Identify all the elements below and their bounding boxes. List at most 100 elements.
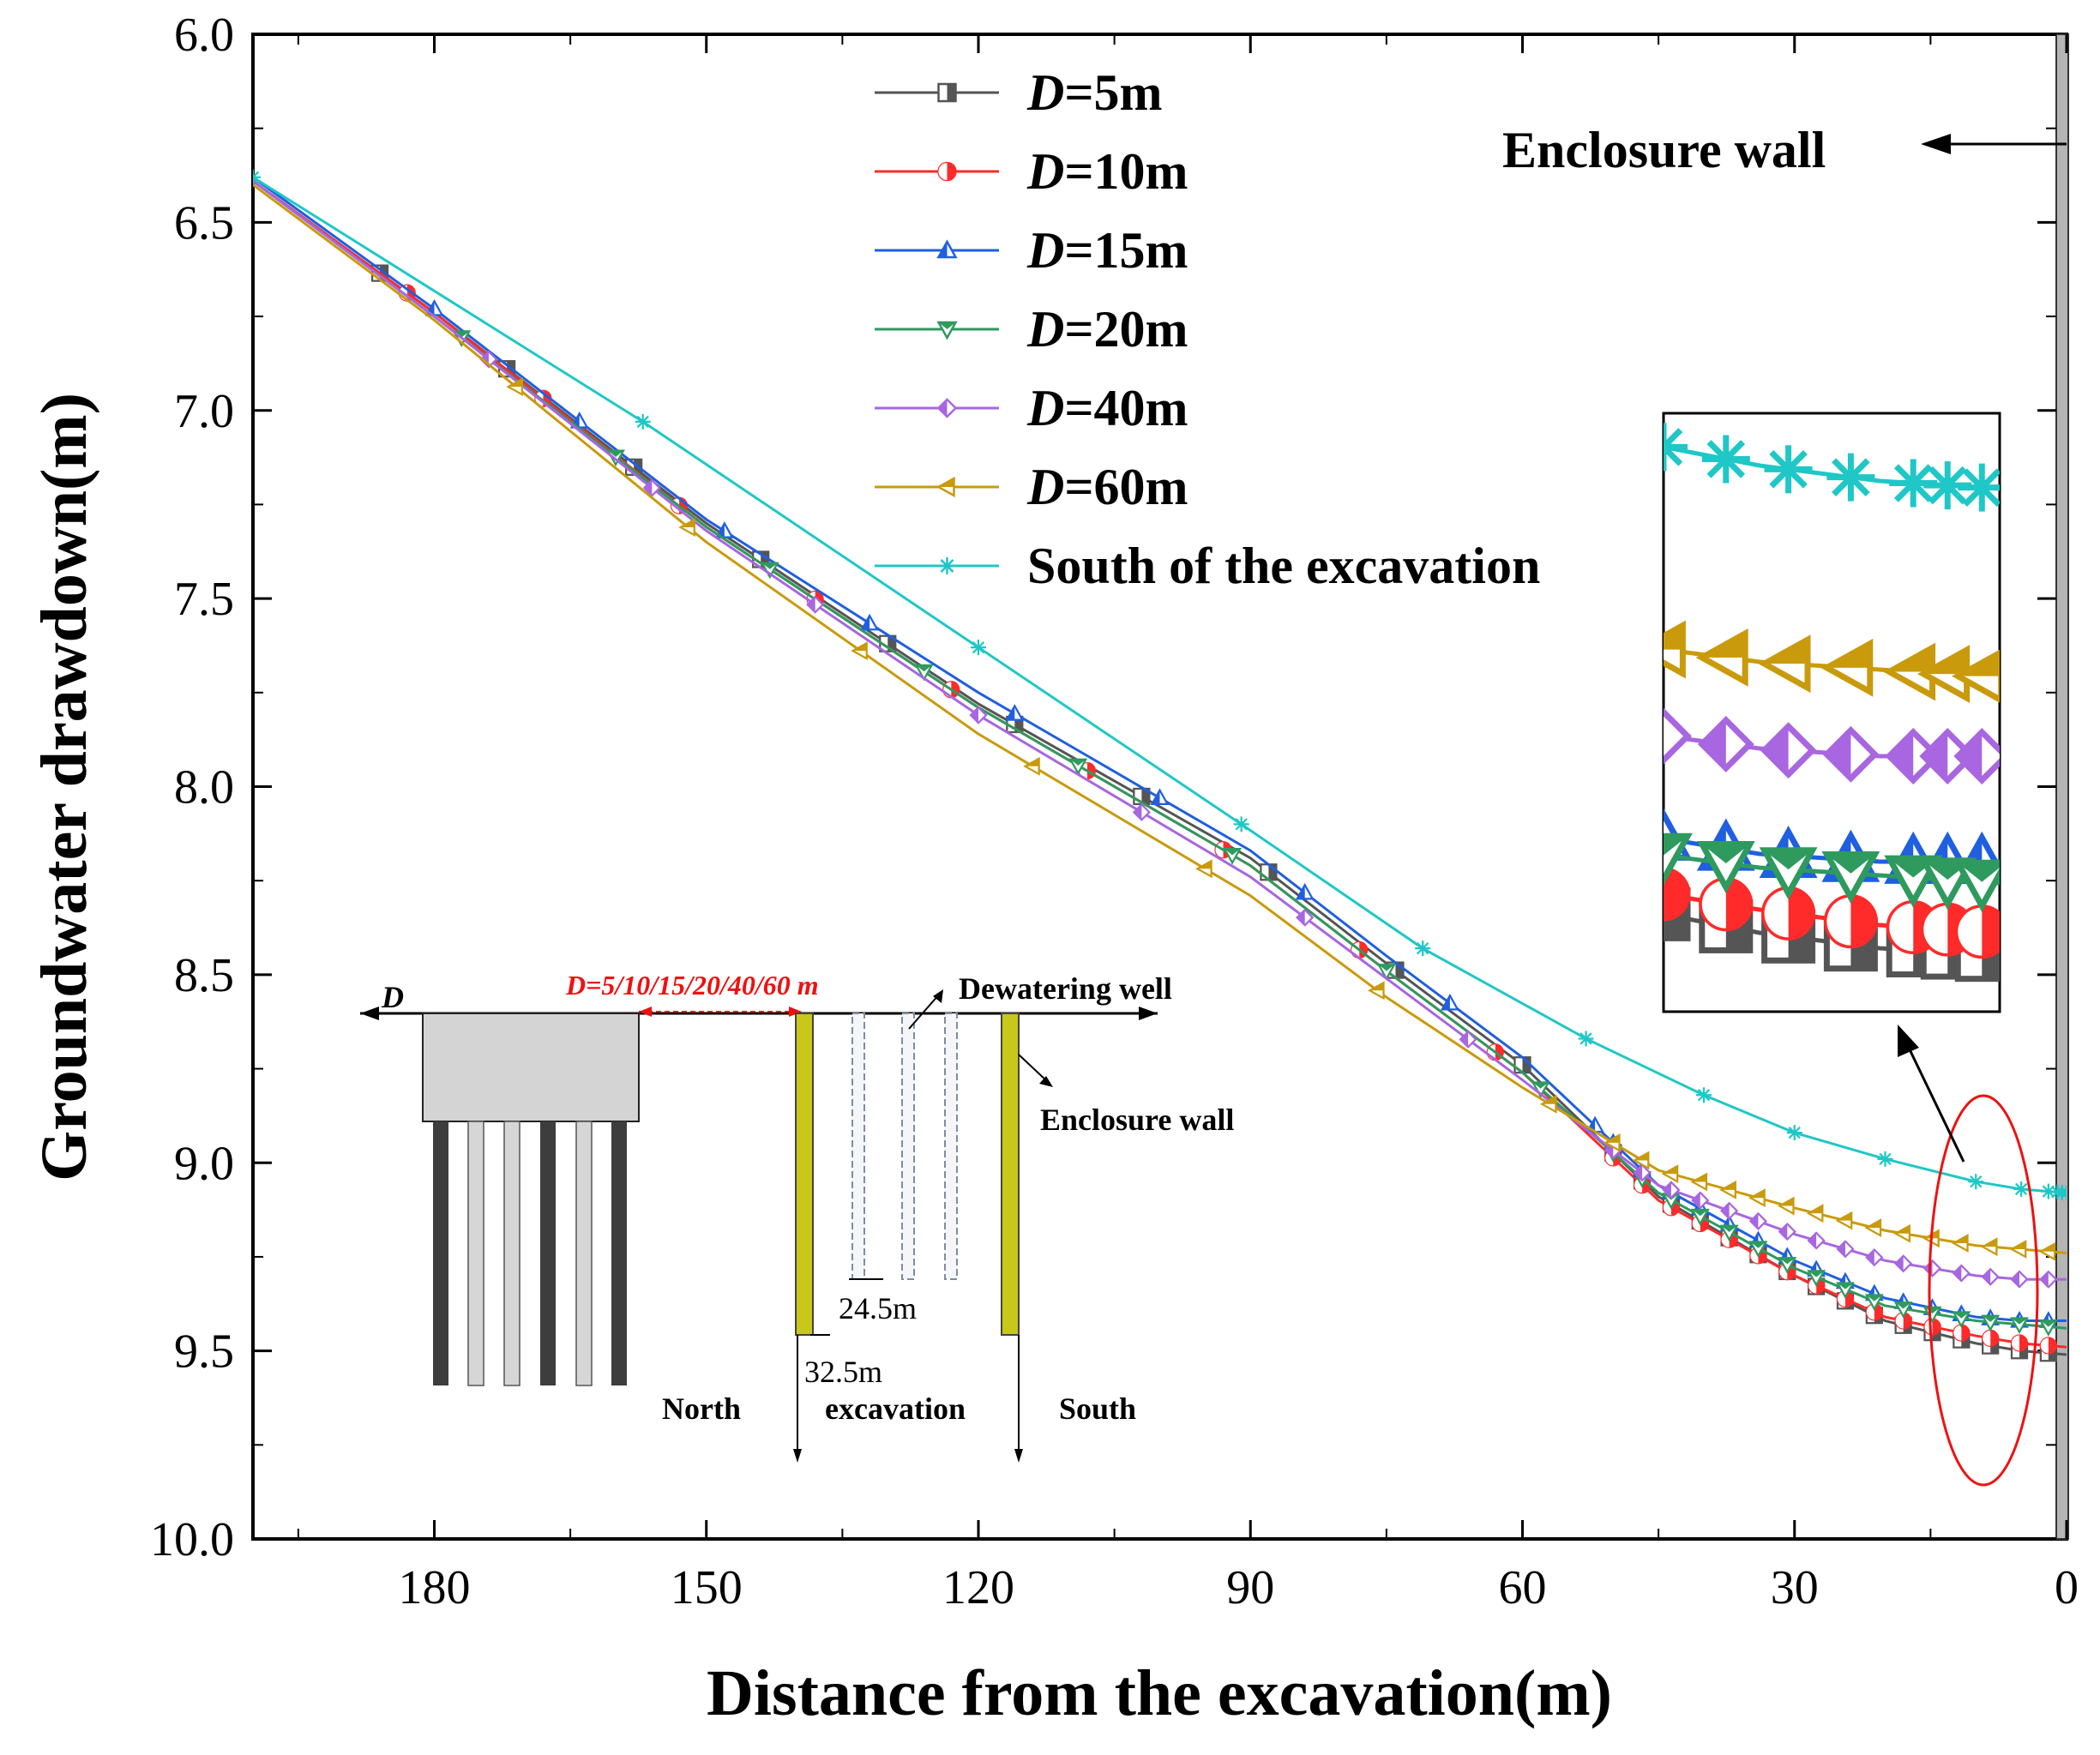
series-point <box>1415 941 1431 957</box>
series-point <box>1968 1174 1984 1190</box>
enclosure-wall-label: Enclosure wall <box>1502 122 1826 178</box>
legend-label-text: =20m <box>1064 301 1188 358</box>
series-point <box>1952 1264 1971 1283</box>
legend-marker <box>937 161 957 182</box>
series-point <box>1195 859 1212 879</box>
series-3 <box>253 179 2067 1337</box>
y-tick-label: 8.5 <box>174 949 234 1002</box>
series-point <box>1893 1223 1910 1243</box>
pile <box>540 1121 556 1385</box>
series-point <box>1894 1312 1912 1330</box>
legend-entry: D=10m <box>875 143 1188 200</box>
enclosure-wall-bar <box>2055 33 2069 1540</box>
series-line <box>253 179 2067 1281</box>
zoom-point <box>1664 423 1688 472</box>
series-point <box>1952 1234 1969 1253</box>
series-line <box>253 176 2067 1323</box>
series-point <box>1023 756 1040 776</box>
series-point <box>851 641 868 661</box>
zoom-point <box>1822 725 1880 783</box>
series-point <box>1786 1125 1802 1141</box>
series-point <box>1633 1163 1652 1182</box>
x-tick-label: 180 <box>399 1561 471 1614</box>
series-point <box>1952 1311 1971 1329</box>
building-pile-cap <box>422 1013 640 1122</box>
x-tick-label: 0 <box>2055 1561 2079 1614</box>
legend-label-text: =5m <box>1064 64 1162 121</box>
zoom-point <box>1701 435 1750 484</box>
series-point <box>1864 1218 1882 1237</box>
series-point <box>1578 1031 1594 1047</box>
series-point <box>1632 1151 1650 1170</box>
schematic-wall-north <box>795 1013 814 1336</box>
series-point <box>1835 1211 1853 1230</box>
series-point <box>1981 1314 2001 1332</box>
schematic-dewatering-label: Dewatering well <box>959 971 1172 1006</box>
y-tick-label: 7.0 <box>174 385 234 438</box>
legend-label: D=60m <box>1026 459 1188 515</box>
zoom-point <box>1954 905 2000 959</box>
series-point <box>2038 1319 2058 1337</box>
series-point <box>1233 816 1249 832</box>
pile <box>611 1121 627 1385</box>
series-point <box>642 478 661 497</box>
zoom-point <box>1699 877 1754 932</box>
series-point <box>2010 1317 2029 1335</box>
legend-label-text: =60m <box>1064 459 1188 515</box>
legend-entry: D=40m <box>875 380 1188 436</box>
zoom-series-3 <box>1664 832 2000 912</box>
series-point <box>1806 1204 1824 1223</box>
series-point <box>1865 1248 1884 1267</box>
series-point <box>1893 1301 1913 1319</box>
series-point <box>2054 1184 2067 1200</box>
legend-label-italic: D <box>1026 380 1064 436</box>
zoom-point <box>1761 886 1816 941</box>
zoom-point <box>1696 841 1755 894</box>
series-point <box>1777 1196 1795 1216</box>
series-point <box>1376 964 1396 981</box>
series-point <box>253 169 261 185</box>
zoom-point <box>1953 728 2000 784</box>
pile <box>467 1121 484 1386</box>
legend-label-text: South of the excavation <box>1027 538 1540 594</box>
legend-entry: D=60m <box>875 459 1188 515</box>
x-tick-label: 60 <box>1499 1561 1547 1614</box>
zoom-series-4 <box>1664 707 2000 784</box>
schematic-wall-south <box>1001 1013 1020 1336</box>
legend-label-italic: D <box>1026 459 1064 515</box>
legend-label: D=20m <box>1026 301 1188 358</box>
zoom-point <box>1664 620 1686 679</box>
series-layer <box>253 169 2067 1362</box>
series-4 <box>253 179 2067 1289</box>
series-point <box>1690 1172 1708 1192</box>
schematic-d-range: D=5/10/15/20/40/60 m <box>565 970 819 1001</box>
schematic-enclosure-label: Enclosure wall <box>1040 1103 1234 1137</box>
series-point <box>969 706 988 724</box>
schematic-wall-depth: 32.5m <box>804 1355 882 1389</box>
legend-marker <box>936 398 958 418</box>
y-tick-label: 9.5 <box>174 1325 234 1379</box>
series-point <box>806 595 825 614</box>
series-point <box>1260 863 1278 881</box>
x-axis-title: Distance from the excavation(m) <box>707 1657 1612 1729</box>
schematic-d-symbol: D <box>381 980 404 1014</box>
legend-label: South of the excavation <box>1027 538 1540 594</box>
legend-marker <box>937 82 957 103</box>
series-point <box>2010 1270 2029 1289</box>
dewatering-well <box>944 1013 958 1280</box>
y-tick-label: 6.0 <box>174 9 234 62</box>
zoom-point <box>1953 859 2000 912</box>
zoom-callout-arrow <box>1898 1025 1965 1163</box>
series-point <box>1719 1224 1739 1242</box>
legend-label-italic: D <box>1026 222 1064 279</box>
series-point <box>1981 1267 2000 1286</box>
legend-marker <box>936 239 958 259</box>
series-point <box>1877 1151 1893 1167</box>
series-point <box>1367 981 1385 1001</box>
pile <box>503 1121 520 1386</box>
legend-entry: D=15m <box>875 222 1188 279</box>
zoom-point <box>1758 634 1811 694</box>
series-line <box>253 179 2067 1330</box>
series-point <box>1539 1094 1557 1114</box>
